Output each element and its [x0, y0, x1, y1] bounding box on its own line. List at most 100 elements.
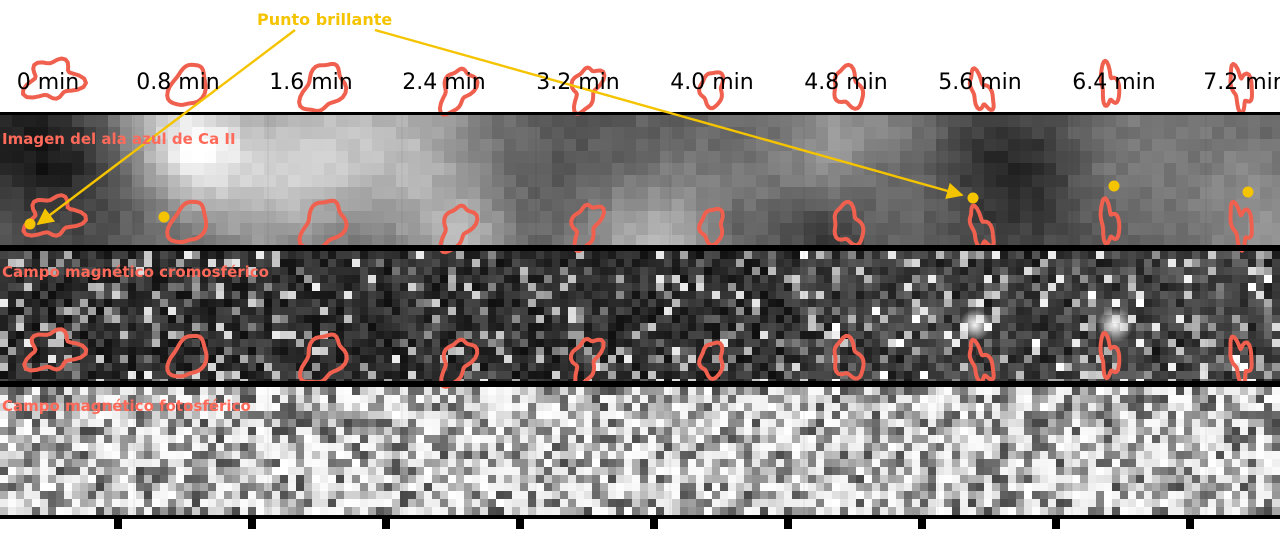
pixel	[0, 259, 9, 268]
pixel	[688, 267, 697, 276]
pixel	[256, 411, 265, 420]
pixel	[1120, 379, 1129, 381]
pixel	[752, 435, 761, 444]
pixel	[992, 331, 1001, 340]
pixel	[592, 251, 601, 260]
pixel	[1000, 283, 1009, 292]
pixel	[936, 339, 945, 348]
pixel	[448, 323, 457, 332]
pixel	[712, 291, 721, 300]
pixel	[424, 371, 433, 380]
pixel	[1144, 323, 1153, 332]
pixel	[40, 259, 49, 268]
pixel	[808, 259, 817, 268]
pixel	[384, 223, 397, 236]
pixel	[312, 419, 321, 428]
pixel	[824, 427, 833, 436]
pixel	[960, 395, 969, 404]
pixel	[440, 315, 449, 324]
pixel	[1168, 411, 1177, 420]
pixel	[1008, 187, 1021, 200]
pixel	[880, 275, 889, 284]
pixel	[176, 259, 185, 268]
pixel	[828, 139, 841, 152]
pixel	[152, 307, 161, 316]
pixel	[760, 411, 769, 420]
pixel	[324, 223, 337, 236]
pixel	[544, 315, 553, 324]
pixel	[1152, 267, 1161, 276]
pixel	[472, 411, 481, 420]
pixel	[656, 315, 665, 324]
pixel	[624, 379, 633, 381]
pixel	[948, 127, 961, 140]
pixel	[32, 251, 41, 260]
pixel	[168, 427, 177, 436]
pixel	[24, 259, 33, 268]
pixel	[168, 291, 177, 300]
pixel	[1044, 127, 1057, 140]
pixel	[564, 163, 577, 176]
pixel	[56, 435, 65, 444]
pixel	[584, 395, 593, 404]
pixel	[1192, 371, 1201, 380]
pixel	[904, 435, 913, 444]
pixel	[1000, 275, 1009, 284]
pixel	[488, 291, 497, 300]
pixel	[744, 347, 753, 356]
pixel	[1128, 299, 1137, 308]
pixel	[1136, 371, 1145, 380]
pixel	[1164, 139, 1177, 152]
pixel	[664, 379, 673, 381]
pixel	[776, 307, 785, 316]
pixel	[712, 315, 721, 324]
pixel	[72, 347, 81, 356]
pixel	[612, 127, 625, 140]
pixel	[264, 339, 273, 348]
pixel	[1080, 175, 1093, 188]
pixel	[344, 395, 353, 404]
pixel	[492, 115, 505, 128]
pixel	[536, 355, 545, 364]
pixel	[568, 411, 577, 420]
pixel	[56, 403, 65, 412]
pixel	[864, 363, 873, 372]
pixel	[312, 315, 321, 324]
pixel	[1016, 363, 1025, 372]
pixel	[768, 187, 781, 200]
pixel	[672, 211, 685, 224]
pixel	[952, 435, 961, 444]
pixel	[672, 419, 681, 428]
pixel	[400, 363, 409, 372]
pixel	[924, 115, 937, 128]
pixel	[608, 403, 617, 412]
pixel	[104, 331, 113, 340]
pixel	[128, 371, 137, 380]
pixel	[376, 267, 385, 276]
pixel	[960, 403, 969, 412]
pixel	[928, 307, 937, 316]
pixel	[756, 127, 769, 140]
pixel	[120, 307, 129, 316]
pixel	[1272, 163, 1280, 176]
pixel	[56, 347, 65, 356]
pixel	[1056, 299, 1065, 308]
pixel	[1208, 379, 1217, 381]
pixel	[312, 251, 321, 260]
pixel	[224, 363, 233, 372]
pixel	[112, 291, 121, 300]
pixel	[304, 403, 313, 412]
pixel	[1256, 411, 1265, 420]
pixel	[1224, 347, 1233, 356]
pixel	[592, 275, 601, 284]
pixel	[952, 403, 961, 412]
pixel	[176, 283, 185, 292]
pixel	[472, 251, 481, 260]
pixel	[528, 379, 537, 381]
pixel	[656, 283, 665, 292]
pixel	[744, 371, 753, 380]
pixel	[952, 275, 961, 284]
pixel	[808, 283, 817, 292]
pixel	[1152, 331, 1161, 340]
pixel	[1248, 115, 1261, 128]
